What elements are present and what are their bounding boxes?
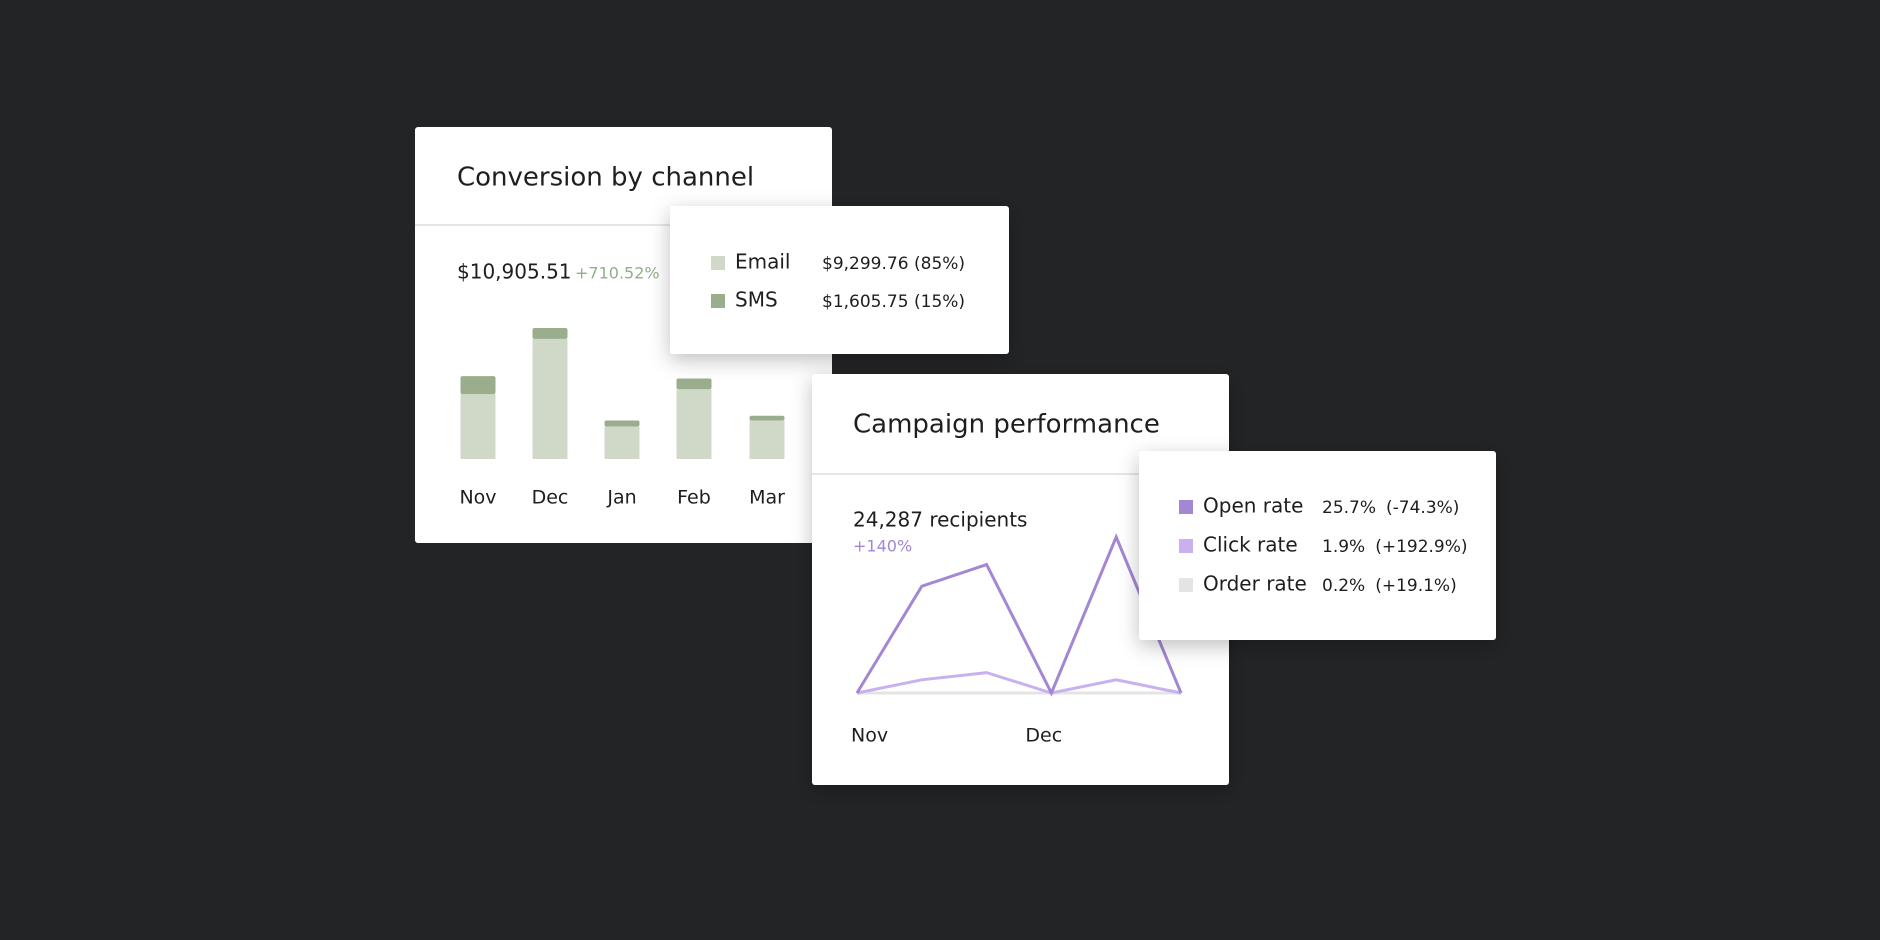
bar-segment <box>604 420 640 427</box>
bar-segment <box>749 420 785 459</box>
legend-share: (+192.9%) <box>1375 537 1467 557</box>
legend-label: SMS <box>735 288 778 312</box>
legend-swatch <box>1179 539 1193 553</box>
campaign-tooltip: Open rate 25.7% (-74.3%) Click rate 1.9% (+19… <box>1139 451 1496 640</box>
legend-swatch <box>711 294 725 308</box>
x-tick-label: Nov <box>851 725 888 747</box>
line-series <box>856 671 1182 695</box>
legend-label: Click rate <box>1203 533 1298 557</box>
legend-label: Email <box>735 250 791 274</box>
legend-amount: 1.9% <box>1322 537 1365 557</box>
tooltip-bg <box>1139 451 1496 640</box>
bar-segment <box>676 389 712 459</box>
total: $10,905.51 <box>457 260 572 284</box>
x-tick-label: Mar <box>749 487 785 509</box>
line-series <box>855 533 1183 697</box>
bar-segment <box>532 328 568 339</box>
tooltip-bg <box>670 206 1009 354</box>
legend-amount: $1,605.75 <box>822 292 909 312</box>
bar-segment <box>676 378 712 390</box>
x-tick-label: Nov <box>459 487 496 509</box>
legend-share: (15%) <box>914 292 965 312</box>
bar-segment <box>749 415 785 421</box>
change: +140% <box>853 537 912 556</box>
x-tick-label: Feb <box>677 487 711 509</box>
card-title: Conversion by channel <box>457 163 754 193</box>
legend-share: (-74.3%) <box>1386 498 1459 518</box>
recipients: 24,287 recipients <box>853 508 1027 532</box>
x-tick-label: Dec <box>1025 725 1062 747</box>
legend-amount: 0.2% <box>1322 576 1365 596</box>
bar-segment <box>604 426 640 459</box>
change: +710.52% <box>575 264 660 283</box>
conversion-tooltip: Email $9,299.76 (85%) SMS $1,605.75 (15%) <box>670 206 1009 354</box>
legend-label: Open rate <box>1203 494 1303 518</box>
card-title: Campaign performance <box>853 410 1160 440</box>
x-tick-label: Dec <box>532 487 569 509</box>
legend-label: Order rate <box>1203 572 1307 596</box>
legend-amount: $9,299.76 <box>822 254 909 274</box>
bar-segment <box>532 338 568 459</box>
legend-swatch <box>1179 500 1193 514</box>
legend-swatch <box>711 256 725 270</box>
x-tick-label: Jan <box>606 487 636 509</box>
legend-amount: 25.7% <box>1322 498 1376 518</box>
legend-swatch <box>1179 578 1193 592</box>
legend-share: (85%) <box>914 254 965 274</box>
bar-segment <box>460 376 496 395</box>
bar-segment <box>460 394 496 459</box>
legend-share: (+19.1%) <box>1375 576 1457 596</box>
